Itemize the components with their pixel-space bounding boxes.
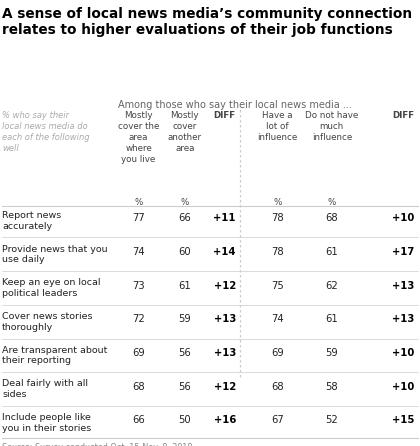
Text: % who say their
local news media do
each of the following
well: % who say their local news media do each… bbox=[2, 112, 90, 153]
Text: 56: 56 bbox=[178, 348, 191, 358]
Text: +10: +10 bbox=[392, 348, 414, 358]
Text: 61: 61 bbox=[178, 281, 191, 290]
Text: 62: 62 bbox=[326, 281, 338, 290]
Text: 75: 75 bbox=[271, 281, 284, 290]
Text: +13: +13 bbox=[214, 348, 236, 358]
Text: Deal fairly with all
sides: Deal fairly with all sides bbox=[2, 379, 88, 399]
Text: 50: 50 bbox=[178, 415, 191, 425]
Text: 73: 73 bbox=[132, 281, 145, 290]
Text: 59: 59 bbox=[178, 314, 191, 324]
Text: Cover news stories
thoroughly: Cover news stories thoroughly bbox=[2, 312, 92, 332]
Text: +14: +14 bbox=[213, 247, 236, 257]
Text: Mostly
cover the
area
where
you live: Mostly cover the area where you live bbox=[118, 112, 159, 164]
Text: A sense of local news media’s community connection
relates to higher evaluations: A sense of local news media’s community … bbox=[2, 7, 412, 37]
Text: +11: +11 bbox=[213, 213, 236, 223]
Text: DIFF: DIFF bbox=[392, 112, 414, 120]
Text: +12: +12 bbox=[214, 381, 236, 392]
Text: +16: +16 bbox=[213, 415, 236, 425]
Text: 61: 61 bbox=[326, 247, 338, 257]
Text: Are transparent about
their reporting: Are transparent about their reporting bbox=[2, 346, 108, 365]
Text: 60: 60 bbox=[178, 247, 191, 257]
Text: 68: 68 bbox=[132, 381, 145, 392]
Text: Do not have
much
influence: Do not have much influence bbox=[305, 112, 358, 142]
Text: Among those who say their local news media ...: Among those who say their local news med… bbox=[118, 100, 352, 110]
Text: +13: +13 bbox=[214, 314, 236, 324]
Text: 74: 74 bbox=[271, 314, 284, 324]
Text: 59: 59 bbox=[326, 348, 338, 358]
Text: 78: 78 bbox=[271, 213, 284, 223]
Text: 77: 77 bbox=[132, 213, 145, 223]
Text: 56: 56 bbox=[178, 381, 191, 392]
Text: DIFF: DIFF bbox=[214, 112, 236, 120]
Text: +10: +10 bbox=[392, 213, 414, 223]
Text: Source: Survey conducted Oct. 15-Nov. 8, 2018.: Source: Survey conducted Oct. 15-Nov. 8,… bbox=[2, 443, 195, 446]
Text: Have a
lot of
influence: Have a lot of influence bbox=[257, 112, 297, 142]
Text: 66: 66 bbox=[178, 213, 191, 223]
Text: +13: +13 bbox=[392, 314, 414, 324]
Text: %: % bbox=[134, 198, 143, 207]
Text: 52: 52 bbox=[326, 415, 338, 425]
Text: +10: +10 bbox=[392, 381, 414, 392]
Text: Keep an eye on local
political leaders: Keep an eye on local political leaders bbox=[2, 278, 101, 298]
Text: 58: 58 bbox=[326, 381, 338, 392]
Text: 61: 61 bbox=[326, 314, 338, 324]
Text: Mostly
cover
another
area: Mostly cover another area bbox=[168, 112, 202, 153]
Text: %: % bbox=[273, 198, 281, 207]
Text: 72: 72 bbox=[132, 314, 145, 324]
Text: %: % bbox=[181, 198, 189, 207]
Text: 78: 78 bbox=[271, 247, 284, 257]
Text: 68: 68 bbox=[326, 213, 338, 223]
Text: Report news
accurately: Report news accurately bbox=[2, 211, 61, 231]
Text: %: % bbox=[328, 198, 336, 207]
Text: Include people like
you in their stories: Include people like you in their stories bbox=[2, 413, 92, 433]
Text: 68: 68 bbox=[271, 381, 284, 392]
Text: 66: 66 bbox=[132, 415, 145, 425]
Text: +15: +15 bbox=[392, 415, 415, 425]
Text: Provide news that you
use daily: Provide news that you use daily bbox=[2, 244, 108, 264]
Text: 69: 69 bbox=[132, 348, 145, 358]
Text: +17: +17 bbox=[392, 247, 414, 257]
Text: 67: 67 bbox=[271, 415, 284, 425]
Text: 69: 69 bbox=[271, 348, 284, 358]
Text: 74: 74 bbox=[132, 247, 145, 257]
Text: +12: +12 bbox=[214, 281, 236, 290]
Text: +13: +13 bbox=[392, 281, 414, 290]
